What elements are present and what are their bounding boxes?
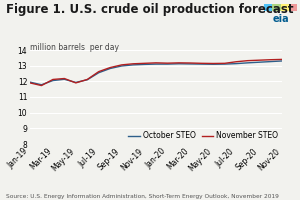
November STEO (120, 64, 123, 66)
November STEO (189, 62, 192, 64)
October STEO (131, 64, 135, 66)
October STEO (154, 63, 158, 65)
November STEO (280, 58, 284, 61)
Text: eia: eia (272, 14, 289, 24)
October STEO (223, 63, 226, 65)
October STEO (189, 63, 192, 65)
October STEO (120, 65, 123, 67)
November STEO (97, 70, 101, 73)
October STEO (200, 63, 204, 65)
October STEO (177, 63, 181, 65)
November STEO (143, 62, 146, 65)
October STEO (246, 62, 249, 64)
October STEO (63, 78, 66, 80)
November STEO (234, 61, 238, 63)
October STEO (74, 81, 78, 84)
October STEO (257, 61, 261, 63)
November STEO (51, 78, 55, 81)
October STEO (28, 81, 32, 83)
October STEO (51, 79, 55, 82)
October STEO (280, 60, 284, 62)
Legend: October STEO, November STEO: October STEO, November STEO (128, 131, 278, 140)
Line: November STEO: November STEO (30, 59, 282, 86)
November STEO (40, 84, 43, 87)
October STEO (166, 63, 169, 65)
November STEO (131, 63, 135, 65)
November STEO (74, 82, 78, 84)
October STEO (85, 79, 89, 81)
November STEO (200, 62, 204, 65)
November STEO (257, 59, 261, 61)
October STEO (269, 60, 272, 63)
Line: October STEO: October STEO (30, 61, 282, 85)
October STEO (212, 63, 215, 65)
November STEO (63, 77, 66, 80)
Bar (280, 4, 289, 11)
Bar (272, 4, 281, 11)
October STEO (234, 62, 238, 65)
November STEO (223, 62, 226, 65)
October STEO (97, 72, 101, 74)
Text: Figure 1. U.S. crude oil production forecast: Figure 1. U.S. crude oil production fore… (6, 3, 293, 16)
November STEO (154, 62, 158, 64)
November STEO (177, 62, 181, 64)
October STEO (108, 67, 112, 70)
November STEO (85, 78, 89, 81)
October STEO (143, 63, 146, 66)
Bar (289, 4, 297, 11)
October STEO (40, 84, 43, 86)
November STEO (166, 62, 169, 64)
Bar (264, 4, 272, 11)
Text: million barrels  per day: million barrels per day (30, 43, 119, 52)
November STEO (212, 62, 215, 65)
November STEO (108, 66, 112, 69)
November STEO (28, 82, 32, 84)
Text: Source: U.S. Energy Information Administration, Short-Term Energy Outlook, Novem: Source: U.S. Energy Information Administ… (6, 194, 279, 199)
November STEO (269, 59, 272, 61)
November STEO (246, 59, 249, 62)
